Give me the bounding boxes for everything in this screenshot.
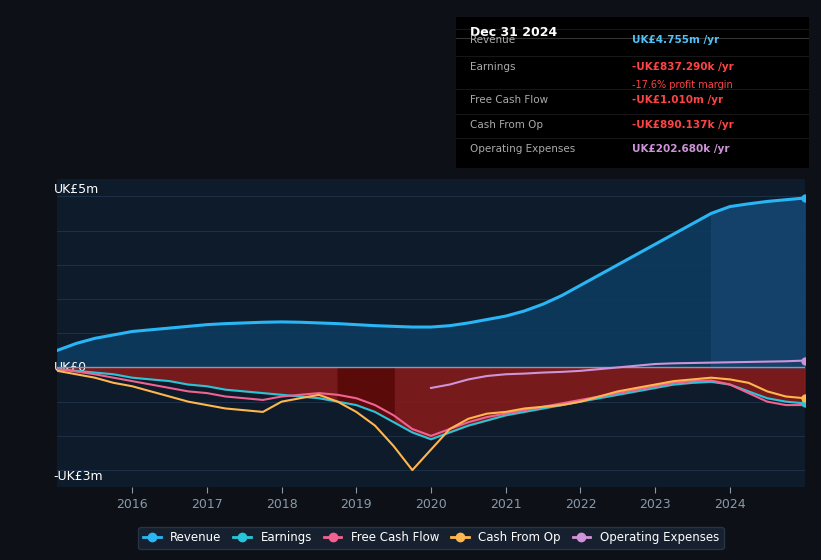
Text: Revenue: Revenue xyxy=(470,35,515,45)
Text: UK£4.755m /yr: UK£4.755m /yr xyxy=(632,35,719,45)
Text: -UK£1.010m /yr: -UK£1.010m /yr xyxy=(632,95,723,105)
Text: Cash From Op: Cash From Op xyxy=(470,120,543,129)
Text: Earnings: Earnings xyxy=(470,62,516,72)
Text: Dec 31 2024: Dec 31 2024 xyxy=(470,26,557,39)
Text: -UK£837.290k /yr: -UK£837.290k /yr xyxy=(632,62,734,72)
Text: UK£0: UK£0 xyxy=(53,361,87,374)
Legend: Revenue, Earnings, Free Cash Flow, Cash From Op, Operating Expenses: Revenue, Earnings, Free Cash Flow, Cash … xyxy=(139,526,723,549)
Text: UK£202.680k /yr: UK£202.680k /yr xyxy=(632,144,730,154)
Text: -UK£3m: -UK£3m xyxy=(53,470,103,483)
Text: Operating Expenses: Operating Expenses xyxy=(470,144,575,154)
Text: -17.6% profit margin: -17.6% profit margin xyxy=(632,80,733,90)
Text: UK£5m: UK£5m xyxy=(53,183,99,197)
Text: Free Cash Flow: Free Cash Flow xyxy=(470,95,548,105)
Text: -UK£890.137k /yr: -UK£890.137k /yr xyxy=(632,120,734,129)
